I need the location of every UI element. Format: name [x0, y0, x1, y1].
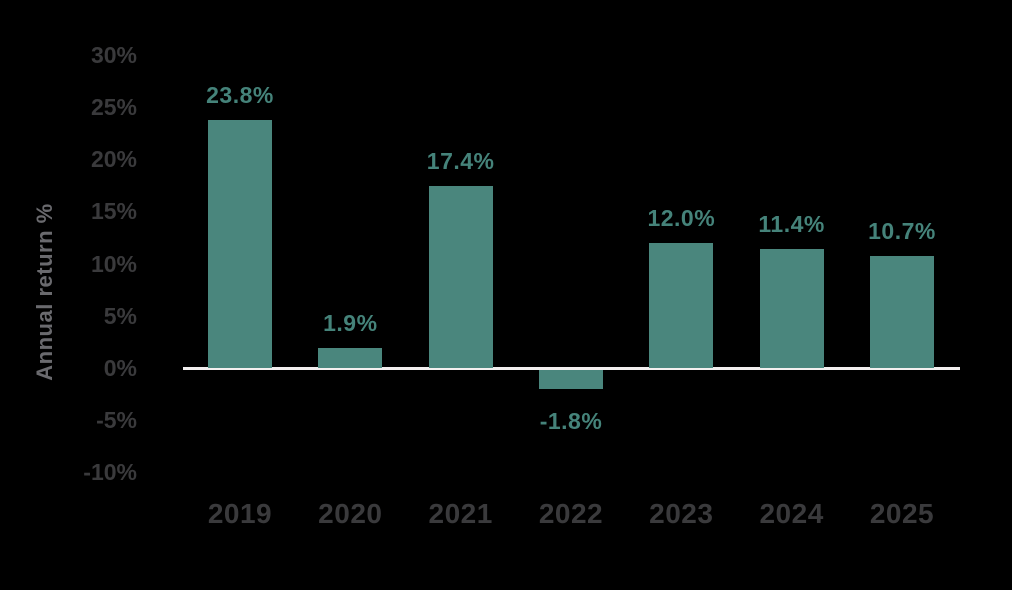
bar-2025	[869, 256, 934, 368]
x-tick-label-2021: 2021	[428, 498, 493, 529]
value-label-2019: 23.8%	[206, 81, 274, 108]
bar-2020	[318, 348, 383, 368]
y-tick-label-15: 15%	[90, 198, 137, 225]
value-label-2020: 1.9%	[323, 310, 378, 337]
bar-2019	[208, 119, 272, 368]
value-label-2024: 11.4%	[758, 210, 825, 237]
x-tick-label-2023: 2023	[649, 498, 714, 529]
y-tick-label--10: -10%	[83, 459, 137, 486]
y-tick-label-10: 10%	[90, 250, 137, 277]
y-tick-label-0: 0%	[103, 355, 137, 381]
x-tick-label-2025: 2025	[869, 498, 935, 529]
bar-2024	[759, 248, 824, 368]
bar-2022	[538, 370, 603, 389]
value-label-2025: 10.7%	[868, 218, 936, 245]
y-tick-label-30: 30%	[90, 41, 137, 68]
y-tick-label--5: -5%	[96, 407, 137, 434]
x-tick-label-2022: 2022	[538, 498, 604, 529]
bar-2021	[428, 186, 493, 368]
bar-2023	[649, 242, 714, 368]
zero-axis-line	[183, 367, 960, 370]
value-label-2022: -1.8%	[539, 407, 603, 434]
x-tick-label-2019: 2019	[207, 498, 273, 529]
y-tick-label-20: 20%	[90, 146, 137, 173]
y-tick-label-25: 25%	[90, 94, 137, 120]
x-tick-label-2020: 2020	[318, 498, 383, 529]
value-label-2023: 12.0%	[647, 204, 716, 231]
y-tick-label-5: 5%	[103, 302, 137, 329]
value-label-2021: 17.4%	[426, 148, 495, 175]
x-tick-label-2024: 2024	[759, 498, 824, 529]
